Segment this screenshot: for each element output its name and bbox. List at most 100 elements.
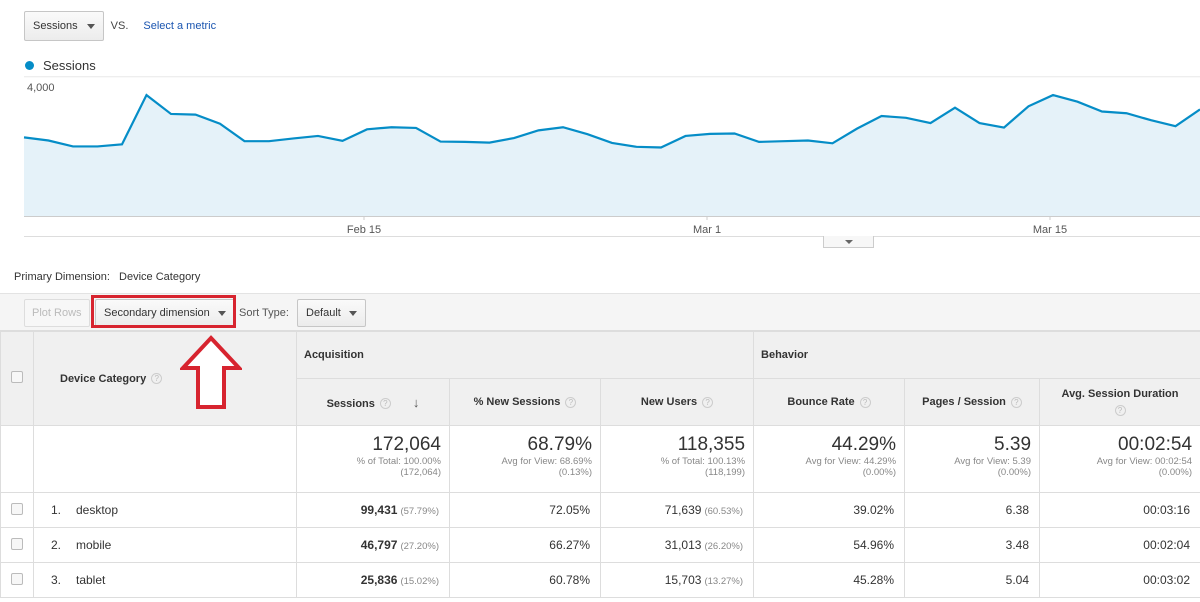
col-bounce-rate[interactable]: Bounce Rate? bbox=[753, 378, 906, 426]
avg-duration-cell: 00:02:04 bbox=[1039, 527, 1200, 563]
total-new-users: 118,355% of Total: 100.13% (118,199) bbox=[599, 425, 755, 493]
help-icon[interactable]: ? bbox=[1010, 396, 1022, 408]
y-tick-label: 4,000 bbox=[27, 82, 55, 94]
chart-legend: Sessions bbox=[25, 58, 96, 73]
table-toolbar: Plot Rows Secondary dimension Sort Type:… bbox=[0, 293, 1200, 331]
pages-session-cell: 3.48 bbox=[904, 527, 1041, 563]
primary-dimension-value[interactable]: Device Category bbox=[119, 271, 201, 283]
sessions-value: 25,836 bbox=[360, 573, 398, 587]
bounce-rate-cell: 54.96% bbox=[753, 527, 906, 563]
annotation-arrow-icon bbox=[180, 335, 242, 409]
sort-type-value: Default bbox=[306, 307, 341, 319]
col-sessions-label: Sessions bbox=[326, 397, 375, 410]
x-tick-label: Mar 1 bbox=[693, 224, 721, 236]
sessions-cell: 99,431 (57.79%) bbox=[296, 492, 450, 528]
sessions-pct: (15.02%) bbox=[400, 576, 439, 587]
help-icon[interactable]: ? bbox=[859, 396, 871, 408]
col-avg-duration[interactable]: Avg. Session Duration? bbox=[1039, 378, 1200, 426]
total-sub: (118,199) bbox=[705, 467, 746, 478]
row-select-cell bbox=[0, 492, 34, 528]
device-link[interactable]: desktop bbox=[76, 503, 119, 517]
total-sub: % of Total: 100.00% bbox=[356, 456, 441, 467]
metric-select[interactable]: Sessions bbox=[24, 11, 104, 41]
device-cell: 2. mobile bbox=[33, 527, 297, 563]
sessions-cell: 25,836 (15.02%) bbox=[296, 562, 450, 598]
secondary-dimension-select[interactable]: Secondary dimension bbox=[95, 299, 235, 327]
total-avg-duration: 00:02:54 Avg for View: 00:02:54 (0.00%) bbox=[1039, 425, 1200, 493]
total-sub: (0.13%) bbox=[558, 467, 592, 478]
sort-type-select[interactable]: Default bbox=[297, 299, 366, 327]
chevron-down-icon bbox=[86, 23, 95, 29]
total-pages-session: 5.39 Avg for View: 5.39 (0.00%) bbox=[904, 425, 1041, 493]
total-sub: (0.00%) bbox=[1158, 467, 1193, 478]
chevron-down-icon bbox=[217, 310, 226, 316]
data-table: Device Category? Acquisition Behavior Se… bbox=[0, 331, 1200, 598]
pages-session-cell: 5.04 bbox=[904, 562, 1041, 598]
group-behavior: Behavior bbox=[753, 331, 1200, 379]
group-acquisition: Acquisition bbox=[295, 331, 755, 379]
total-value: 172,064 bbox=[372, 434, 441, 455]
chevron-down-icon bbox=[348, 310, 357, 316]
help-icon[interactable]: ? bbox=[565, 396, 577, 408]
col-new-users[interactable]: New Users? bbox=[599, 378, 755, 426]
row-checkbox[interactable] bbox=[11, 537, 23, 550]
total-sub: (0.00%) bbox=[862, 467, 897, 478]
col-sessions[interactable]: Sessions? ↓ bbox=[296, 378, 450, 426]
plot-rows-button[interactable]: Plot Rows bbox=[24, 299, 90, 327]
vs-label: VS. bbox=[110, 20, 129, 32]
help-icon[interactable]: ? bbox=[151, 373, 163, 385]
new-sessions-cell: 66.27% bbox=[449, 527, 601, 563]
col-bounce-rate-label: Bounce Rate bbox=[787, 396, 855, 408]
select-all-checkbox[interactable] bbox=[11, 371, 23, 383]
sessions-cell: 46,797 (27.20%) bbox=[296, 527, 450, 563]
sessions-pct: (57.79%) bbox=[400, 506, 439, 517]
x-tick-label: Feb 15 bbox=[347, 224, 381, 236]
device-link[interactable]: mobile bbox=[76, 538, 112, 552]
select-metric-link[interactable]: Select a metric bbox=[143, 20, 217, 32]
legend-dot-icon bbox=[25, 61, 34, 70]
device-cell: 3. tablet bbox=[33, 562, 297, 598]
help-icon[interactable]: ? bbox=[1114, 404, 1126, 416]
dimension-header-label: Device Category bbox=[60, 372, 147, 385]
new-users-value: 71,639 bbox=[664, 503, 702, 517]
total-value: 44.29% bbox=[831, 434, 897, 455]
row-checkbox[interactable] bbox=[11, 502, 23, 515]
row-checkbox[interactable] bbox=[11, 572, 23, 585]
avg-duration-cell: 00:03:16 bbox=[1039, 492, 1200, 528]
x-tick-label: Mar 15 bbox=[1033, 224, 1067, 236]
legend-label: Sessions bbox=[43, 58, 96, 73]
dimension-header[interactable]: Device Category? bbox=[33, 331, 297, 426]
device-link[interactable]: tablet bbox=[76, 573, 106, 587]
total-sub: Avg for View: 00:02:54 bbox=[1096, 456, 1193, 467]
pages-session-cell: 6.38 bbox=[904, 492, 1041, 528]
device-cell: 1. desktop bbox=[33, 492, 297, 528]
sessions-line bbox=[23, 93, 1200, 149]
total-sub: Avg for View: 5.39 bbox=[954, 456, 1032, 467]
select-all-cell bbox=[0, 331, 34, 426]
metric-select-label: Sessions bbox=[33, 20, 78, 32]
total-bounce-rate: 44.29% Avg for View: 44.29% (0.00%) bbox=[753, 425, 906, 493]
col-new-sessions[interactable]: % New Sessions? bbox=[449, 378, 601, 426]
new-users-pct: (60.53%) bbox=[704, 506, 744, 517]
total-sub: Avg for View: 68.69% bbox=[501, 456, 592, 467]
row-index: 3. bbox=[51, 573, 62, 587]
table-row: 2. mobile 46,797 (27.20%) 66.27% 31,013 (26… bbox=[0, 527, 1200, 563]
total-sub: % of Total: 100.13% bbox=[660, 456, 746, 467]
metric-toolbar: Sessions VS. Select a metric bbox=[24, 11, 216, 41]
new-users-pct: (13.27%) bbox=[704, 576, 744, 587]
col-pages-session[interactable]: Pages / Session? bbox=[904, 378, 1041, 426]
total-value: 00:02:54 bbox=[1118, 434, 1193, 455]
sort-desc-icon: ↓ bbox=[412, 394, 420, 410]
new-users-value: 15,703 bbox=[664, 573, 702, 587]
chart-collapse-toggle[interactable] bbox=[823, 236, 874, 248]
avg-duration-cell: 00:03:02 bbox=[1039, 562, 1200, 598]
sessions-area bbox=[24, 95, 1200, 216]
help-icon[interactable]: ? bbox=[702, 396, 714, 408]
help-icon[interactable]: ? bbox=[379, 398, 391, 410]
total-sub: (0.00%) bbox=[997, 467, 1032, 478]
col-new-users-label: New Users bbox=[640, 396, 698, 408]
sessions-value: 99,431 bbox=[360, 503, 398, 517]
table-column-header-row: Sessions? ↓ % New Sessions? New Users? Bo… bbox=[1, 378, 1200, 426]
col-avg-duration-label: Avg. Session Duration bbox=[1061, 388, 1179, 400]
